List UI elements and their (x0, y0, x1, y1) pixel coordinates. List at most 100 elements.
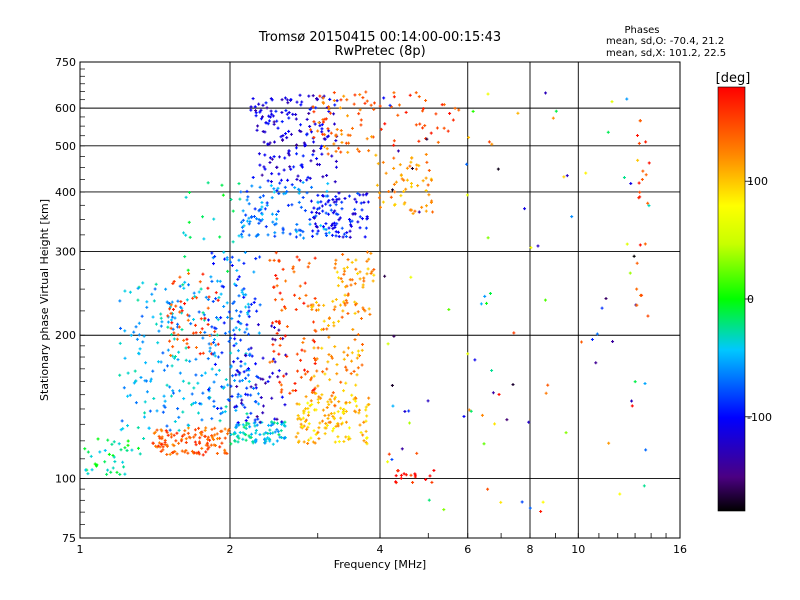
echo-point (316, 129, 320, 133)
echo-point (414, 167, 418, 171)
echo-point (270, 98, 274, 102)
echo-point (159, 316, 163, 320)
echo-point (190, 449, 194, 453)
echo-point (241, 423, 245, 427)
echo-point (168, 305, 172, 309)
echo-point (391, 404, 395, 408)
echo-point (254, 386, 258, 390)
echo-point (325, 173, 329, 177)
echo-point (126, 371, 130, 375)
echo-point (301, 230, 305, 234)
echo-point (329, 208, 333, 212)
echo-point (133, 369, 137, 373)
echo-point (254, 383, 258, 387)
echo-point (332, 324, 336, 328)
echo-point (226, 315, 230, 319)
echo-point (276, 209, 280, 213)
echo-point (264, 101, 268, 105)
echo-point (389, 195, 393, 199)
echo-point (218, 279, 222, 283)
echo-point (299, 418, 303, 422)
echo-point (166, 320, 170, 324)
echo-point (191, 296, 195, 300)
echo-point (297, 191, 301, 195)
echo-point (335, 222, 339, 226)
echo-point (387, 452, 391, 456)
echo-point (249, 346, 253, 350)
echo-point (308, 107, 312, 111)
echo-point (236, 421, 240, 425)
echo-point (272, 357, 276, 361)
echo-point (193, 433, 197, 437)
echo-point (192, 317, 196, 321)
echo-point (300, 100, 304, 104)
echo-point (260, 201, 264, 205)
echo-point (232, 432, 236, 436)
echo-point (415, 451, 419, 455)
x-tick-label: 6 (464, 543, 471, 556)
echo-point (123, 446, 127, 450)
echo-point (259, 108, 263, 112)
echo-point (341, 309, 345, 313)
echo-point (313, 122, 317, 126)
echo-point (278, 181, 282, 185)
echo-point (606, 130, 610, 134)
echo-point (96, 437, 100, 441)
echo-point (408, 93, 412, 97)
echo-point (210, 251, 214, 255)
echo-point (579, 340, 583, 344)
echo-point (462, 414, 466, 418)
echo-point (358, 215, 362, 219)
echo-point (356, 349, 360, 353)
echo-point (544, 91, 548, 95)
echo-point (145, 390, 149, 394)
echo-point (190, 392, 194, 396)
echo-point (154, 322, 158, 326)
echo-point (270, 172, 274, 176)
echo-point (237, 436, 241, 440)
echo-point (156, 341, 160, 345)
echo-point (220, 284, 224, 288)
echo-point (350, 359, 354, 363)
echo-point (173, 316, 177, 320)
echo-point (317, 206, 321, 210)
echo-point (135, 337, 139, 341)
echo-point (296, 440, 300, 444)
echo-point (207, 295, 211, 299)
echo-point (312, 320, 316, 324)
echo-point (353, 93, 357, 97)
echo-point (323, 432, 327, 436)
echo-point (169, 435, 173, 439)
echo-point (199, 287, 203, 291)
echo-point (255, 217, 259, 221)
echo-point (275, 421, 279, 425)
echo-point (334, 159, 338, 163)
echo-point (232, 328, 236, 332)
echo-point (264, 437, 268, 441)
echo-point (278, 291, 282, 295)
echo-point (408, 164, 412, 168)
echo-point (192, 291, 196, 295)
echo-point (423, 124, 427, 128)
echo-point (546, 383, 550, 387)
echo-point (183, 255, 187, 259)
echo-point (268, 258, 272, 262)
echo-point (323, 414, 327, 418)
echo-point (496, 167, 500, 171)
echo-point (169, 333, 173, 337)
colorbar-label: [deg] (716, 71, 751, 86)
echo-point (234, 425, 238, 429)
echo-point (381, 200, 385, 204)
echo-point (149, 379, 153, 383)
echo-point (272, 325, 276, 329)
echo-point (295, 352, 299, 356)
echo-point (236, 320, 240, 324)
echo-point (322, 303, 326, 307)
echo-point (321, 132, 325, 136)
echo-point (638, 119, 642, 123)
echo-point (176, 407, 180, 411)
echo-point (281, 134, 285, 138)
echo-point (93, 462, 97, 466)
echo-point (285, 98, 289, 102)
echo-point (332, 91, 336, 95)
